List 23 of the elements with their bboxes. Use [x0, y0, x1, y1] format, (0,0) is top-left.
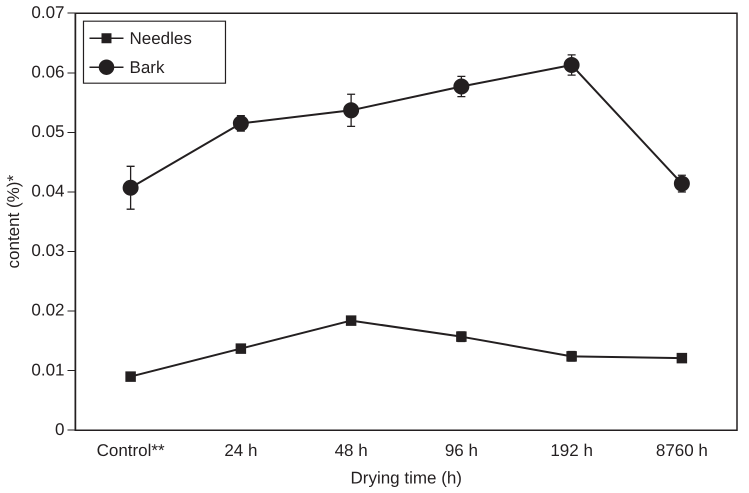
point [236, 343, 246, 354]
y-axis-title: content (%)* [4, 174, 23, 268]
x-tick-label: 24 h [224, 441, 258, 460]
x-tick-label: 8760 h [656, 441, 708, 460]
point [125, 371, 136, 382]
x-tick-label: 48 h [334, 441, 368, 460]
y-tick-label: 0.07 [31, 2, 64, 22]
x-tick-label: 96 h [444, 441, 478, 460]
y-tick-label: 0.02 [31, 300, 64, 320]
y-tick-label: 0.01 [31, 360, 64, 380]
legend-label: Bark [129, 58, 165, 77]
x-tick-label: Control** [96, 441, 166, 460]
point [346, 315, 356, 326]
y-tick-label: 0.06 [31, 62, 64, 82]
y-tick-label: 0.05 [31, 122, 64, 142]
point [564, 57, 580, 74]
y-tick-label: 0.03 [31, 241, 64, 260]
point [676, 352, 688, 364]
x-axis-title: Drying time (h) [350, 468, 462, 488]
legend-label: Needles [129, 28, 192, 48]
y-tick-label: 0 [55, 420, 64, 439]
x-tick-label: 192 h [550, 441, 593, 460]
y-tick-label: 0.04 [31, 182, 64, 201]
